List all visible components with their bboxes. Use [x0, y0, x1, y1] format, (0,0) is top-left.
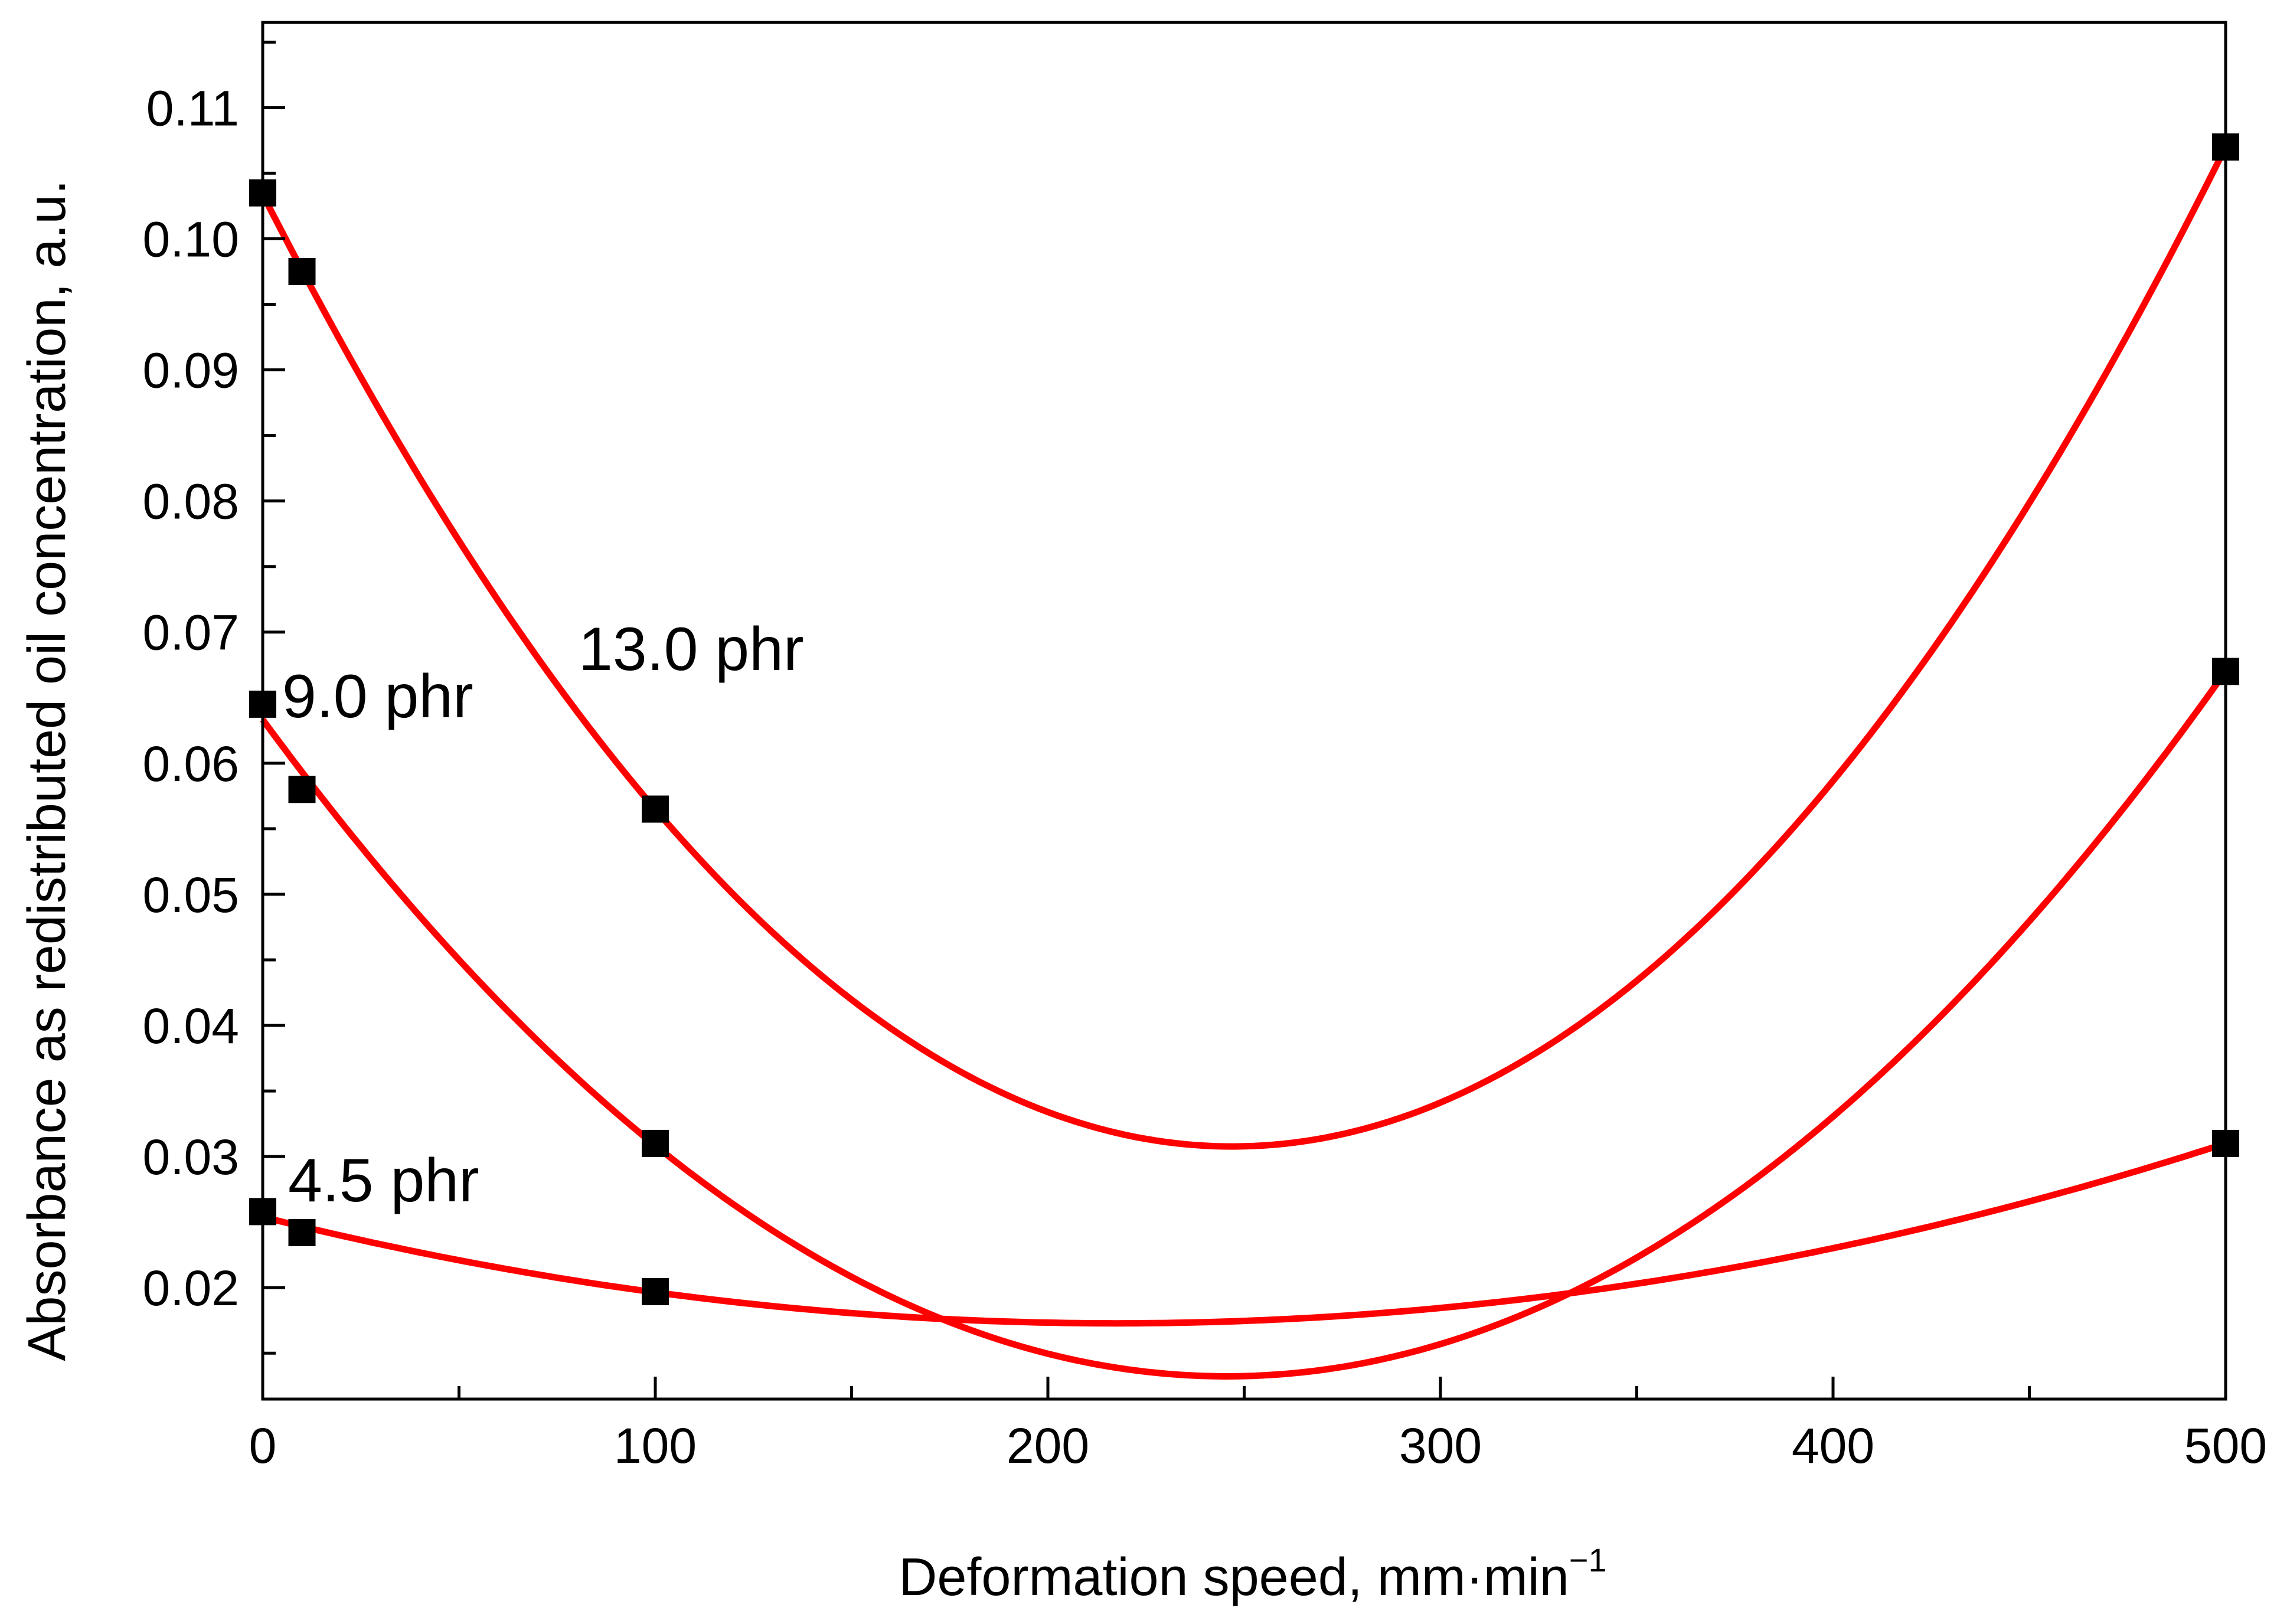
series-label: 13.0 phr: [579, 615, 804, 684]
y-tick-label: 0.10: [143, 211, 240, 267]
x-axis-title-main: Deformation speed, mm·min: [899, 1548, 1569, 1607]
y-tick-label: 0.11: [146, 80, 239, 136]
annotations: 13.0 phr 9.0 phr 4.5 phr: [282, 615, 804, 1215]
x-tick-label: 100: [614, 1418, 697, 1473]
y-tick-label: 0.05: [143, 867, 240, 923]
fit-line-3: [262, 1140, 2227, 1327]
data-point: [288, 776, 316, 803]
y-axis-title: Absorbance as redistributed oil concentr…: [18, 179, 77, 1361]
x-tick-label: 300: [1399, 1418, 1482, 1473]
y-tick-label: 0.02: [143, 1260, 240, 1316]
x-axis-title-superscript: −1: [1569, 1541, 1607, 1579]
x-tick-label: 400: [1792, 1418, 1874, 1473]
x-tick-label: 200: [1007, 1418, 1089, 1473]
axes: [261, 21, 2227, 1401]
x-tick-label: 0: [249, 1418, 277, 1473]
y-tick-label: 0.06: [143, 736, 240, 792]
data-point: [642, 795, 669, 823]
y-tick-label: 0.08: [143, 474, 240, 530]
data-point: [288, 1218, 316, 1246]
y-tick-label: 0.07: [143, 605, 240, 661]
data-point: [288, 257, 316, 285]
series-label: 9.0 phr: [282, 662, 473, 731]
data-point: [642, 1277, 669, 1305]
fit-lines: [260, 145, 2229, 1380]
y-tick-label: 0.09: [143, 343, 240, 398]
series-label: 4.5 phr: [288, 1146, 479, 1215]
x-axis-title: Deformation speed, mm·min−1: [899, 1541, 1606, 1607]
x-tick-label: 500: [2184, 1418, 2267, 1473]
data-point: [642, 1129, 669, 1157]
tick-labels: 0 100 200 300 400 500 0.02 0.03 0.04 0.05 0.06 0.07…: [143, 80, 2268, 1473]
fit-line-2: [260, 669, 2229, 1380]
plot-frame: [261, 21, 2227, 1401]
y-tick-label: 0.03: [143, 1129, 240, 1185]
markers: [249, 133, 2239, 1305]
fit-line-1: [260, 145, 2229, 1150]
y-tick-label: 0.04: [143, 998, 240, 1054]
